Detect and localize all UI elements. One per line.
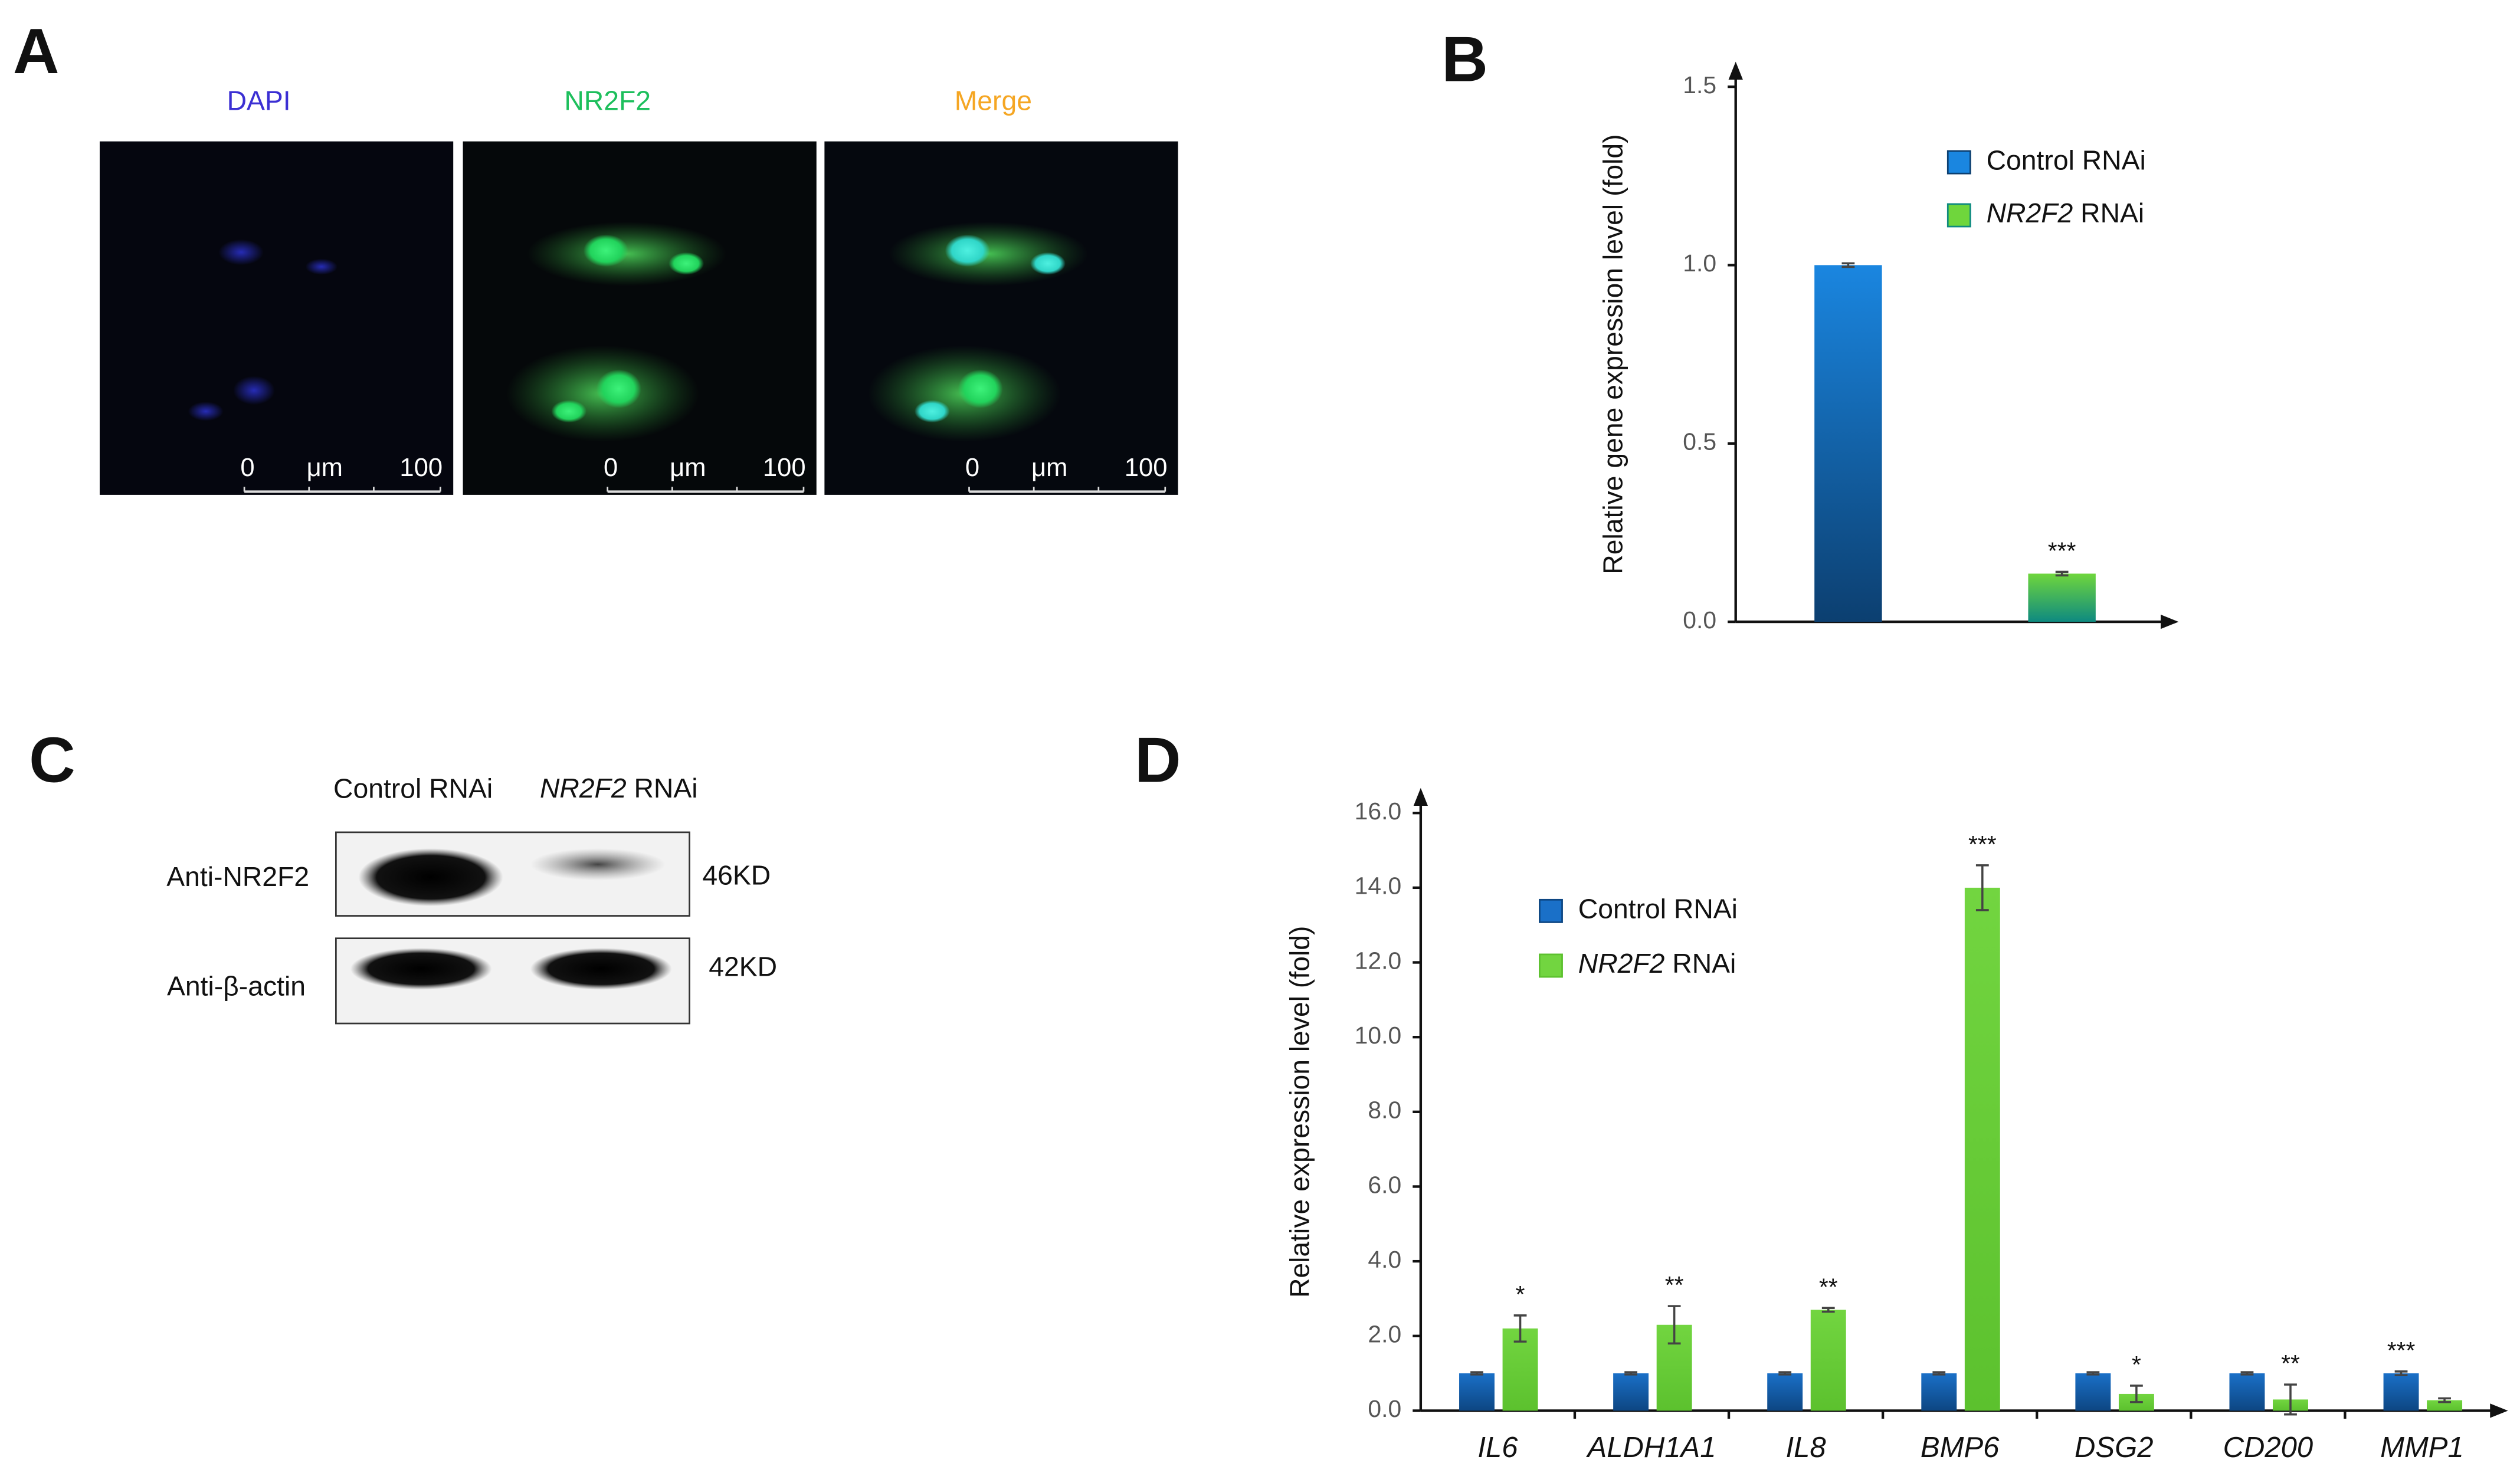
lane-label: NR2F2 RNAi <box>540 773 698 803</box>
significance-label: *** <box>2387 1337 2416 1364</box>
bar <box>2229 1373 2265 1411</box>
error-bar <box>2240 1371 2254 1376</box>
bar <box>1810 1310 1846 1411</box>
significance-label: *** <box>2048 537 2076 565</box>
scale-bar-label: μm <box>1031 454 1067 482</box>
legend-label: NR2F2 RNAi <box>1578 948 1736 979</box>
error-bar <box>1513 1314 1527 1343</box>
legend-label: Control RNAi <box>1987 145 2146 175</box>
bar <box>2028 573 2096 622</box>
bar <box>1814 265 1882 622</box>
legend-swatch <box>1946 150 1971 175</box>
x-tick-label: CD200 <box>2223 1432 2313 1464</box>
legend-label: NR2F2 RNAi <box>1987 198 2145 228</box>
y-tick-label: 2.0 <box>1368 1321 1401 1348</box>
y-tick-label: 0.0 <box>1368 1395 1401 1422</box>
x-tick-label: ALDH1A1 <box>1586 1432 1716 1464</box>
y-tick-label: 16.0 <box>1355 798 1402 825</box>
error-bar <box>2438 1397 2451 1403</box>
scale-bar-label: μm <box>670 454 706 482</box>
antibody-label: Anti-NR2F2 <box>166 861 309 892</box>
y-tick-label: 10.0 <box>1355 1022 1402 1049</box>
microscopy-panel <box>99 141 1178 495</box>
significance-label: ** <box>2281 1350 2300 1377</box>
image-dapi <box>99 141 454 495</box>
scale-bar-label: 0 <box>965 454 979 482</box>
error-bar <box>2086 1371 2100 1376</box>
scale-bar-label: 100 <box>763 454 806 482</box>
y-axis-label: Relative gene expression level (fold) <box>1598 134 1628 574</box>
y-tick-label: 12.0 <box>1355 947 1402 974</box>
error-bar <box>1778 1371 1792 1376</box>
y-tick-label: 0.5 <box>1683 428 1716 455</box>
significance-label: *** <box>1968 831 1997 858</box>
bar <box>1613 1373 1649 1411</box>
bar <box>1921 1373 1957 1411</box>
y-tick-label: 4.0 <box>1368 1246 1401 1273</box>
bar <box>2383 1373 2419 1411</box>
y-axis-label: Relative expression level (fold) <box>1284 926 1315 1298</box>
legend-swatch <box>1539 953 1563 978</box>
channel-label: Merge <box>955 86 1032 116</box>
bar <box>1767 1373 1803 1411</box>
blot <box>335 831 690 1025</box>
legend-swatch <box>1946 203 1971 228</box>
significance-label: * <box>2132 1351 2141 1378</box>
significance-label: * <box>1516 1281 1525 1308</box>
error-bar <box>1975 864 1989 911</box>
bar <box>2075 1373 2111 1411</box>
y-tick-label: 1.5 <box>1683 71 1716 99</box>
y-tick-label: 8.0 <box>1368 1097 1401 1124</box>
y-tick-label: 1.0 <box>1683 250 1716 277</box>
significance-label: ** <box>1665 1271 1684 1298</box>
panel-letter: C <box>29 724 76 796</box>
error-bar <box>2394 1370 2408 1377</box>
error-bar <box>1932 1371 1946 1376</box>
y-tick-label: 14.0 <box>1355 872 1402 900</box>
antibody-label: Anti-β-actin <box>167 970 306 1001</box>
scale-bar-label: 100 <box>399 454 443 482</box>
channel-label: NR2F2 <box>564 86 651 116</box>
scale-bar-label: 100 <box>1125 454 1168 482</box>
error-bar <box>1624 1371 1637 1376</box>
error-bar <box>1821 1307 1835 1313</box>
x-tick-label: BMP6 <box>1921 1432 2000 1464</box>
error-bar <box>2284 1383 2297 1416</box>
size-label: 42KD <box>709 952 777 982</box>
bar <box>2427 1400 2463 1411</box>
y-tick-label: 0.0 <box>1683 606 1716 634</box>
error-bar <box>1470 1371 1483 1376</box>
channel-label: DAPI <box>227 86 291 116</box>
scale-bar-label: μm <box>307 454 343 482</box>
panel-letter: B <box>1441 24 1488 96</box>
panel-letter: A <box>13 15 60 87</box>
x-tick-label: MMP1 <box>2380 1432 2464 1464</box>
bar <box>1964 887 2000 1411</box>
error-bar <box>1667 1305 1681 1345</box>
error-bar <box>2055 570 2069 577</box>
x-tick-label: IL8 <box>1786 1432 1826 1464</box>
error-bar <box>2130 1384 2143 1403</box>
scale-bar-label: 0 <box>240 454 254 482</box>
legend-swatch <box>1539 898 1563 923</box>
y-tick-label: 6.0 <box>1368 1171 1401 1198</box>
bar <box>1459 1373 1495 1411</box>
significance-label: ** <box>1819 1273 1838 1300</box>
lane-label: Control RNAi <box>333 773 493 803</box>
x-tick-label: DSG2 <box>2075 1432 2153 1464</box>
scale-bar-label: 0 <box>604 454 618 482</box>
x-tick-label: IL6 <box>1477 1432 1518 1464</box>
error-bar <box>1841 262 1855 268</box>
image-merge <box>824 141 1178 495</box>
size-label: 46KD <box>702 859 771 890</box>
panel-letter: D <box>1135 724 1181 796</box>
image-nr2f2 <box>463 141 817 495</box>
legend-label: Control RNAi <box>1578 894 1738 924</box>
